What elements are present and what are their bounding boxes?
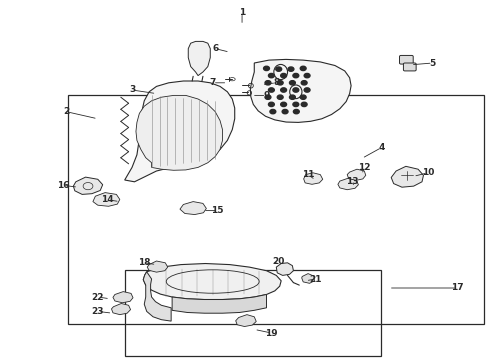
Circle shape: [268, 102, 274, 107]
Circle shape: [287, 67, 293, 71]
Text: 6: 6: [212, 44, 218, 53]
Text: 23: 23: [91, 307, 104, 316]
Text: 13: 13: [345, 177, 358, 186]
Circle shape: [275, 67, 281, 71]
Polygon shape: [113, 292, 133, 303]
Polygon shape: [276, 263, 293, 275]
FancyBboxPatch shape: [399, 55, 412, 64]
Text: 9: 9: [263, 91, 269, 100]
Circle shape: [264, 81, 270, 85]
Polygon shape: [303, 173, 322, 184]
FancyBboxPatch shape: [403, 63, 415, 71]
Text: 18: 18: [138, 258, 150, 267]
Text: 15: 15: [211, 206, 224, 215]
Circle shape: [264, 95, 270, 99]
Polygon shape: [180, 202, 206, 215]
Circle shape: [292, 73, 298, 78]
Circle shape: [268, 88, 274, 92]
Text: 11: 11: [301, 170, 314, 179]
Text: 5: 5: [429, 58, 435, 68]
Circle shape: [289, 95, 295, 99]
Bar: [124, 270, 381, 356]
Text: 8: 8: [273, 78, 279, 87]
Circle shape: [301, 81, 306, 85]
Polygon shape: [235, 315, 256, 327]
Polygon shape: [337, 178, 358, 190]
Polygon shape: [93, 193, 120, 206]
Polygon shape: [124, 81, 234, 182]
Text: 12: 12: [357, 163, 370, 172]
Circle shape: [268, 73, 274, 78]
Circle shape: [263, 66, 269, 71]
Circle shape: [277, 81, 283, 85]
Circle shape: [282, 109, 287, 114]
Text: 14: 14: [101, 195, 114, 204]
Text: 10: 10: [421, 168, 433, 177]
Text: 21: 21: [308, 274, 321, 284]
Text: 16: 16: [57, 181, 70, 190]
Text: 22: 22: [91, 292, 104, 302]
Circle shape: [300, 95, 305, 99]
Polygon shape: [143, 272, 171, 321]
Text: 7: 7: [209, 78, 216, 87]
Circle shape: [280, 102, 286, 107]
Polygon shape: [73, 177, 102, 194]
Text: 4: 4: [377, 143, 384, 152]
Circle shape: [269, 109, 275, 114]
Polygon shape: [172, 294, 266, 313]
Polygon shape: [390, 166, 423, 187]
Circle shape: [304, 73, 309, 78]
Circle shape: [293, 109, 299, 114]
Text: 17: 17: [450, 284, 463, 292]
Circle shape: [289, 81, 295, 85]
Circle shape: [280, 73, 286, 78]
Text: 19: 19: [264, 328, 277, 338]
Circle shape: [304, 88, 309, 92]
Text: 1: 1: [239, 8, 244, 17]
Text: 3: 3: [129, 85, 135, 94]
Polygon shape: [147, 261, 167, 272]
Polygon shape: [111, 303, 130, 315]
Polygon shape: [250, 59, 350, 122]
Circle shape: [300, 66, 305, 71]
Bar: [68, 95, 483, 324]
Polygon shape: [301, 274, 314, 283]
Polygon shape: [346, 169, 365, 180]
Polygon shape: [188, 41, 210, 76]
Text: 2: 2: [63, 107, 69, 116]
Circle shape: [301, 102, 306, 107]
Circle shape: [280, 88, 286, 92]
Circle shape: [277, 95, 283, 99]
Circle shape: [292, 88, 298, 92]
Text: 20: 20: [272, 256, 285, 265]
Polygon shape: [136, 95, 222, 170]
Circle shape: [292, 102, 298, 107]
Polygon shape: [143, 264, 281, 300]
